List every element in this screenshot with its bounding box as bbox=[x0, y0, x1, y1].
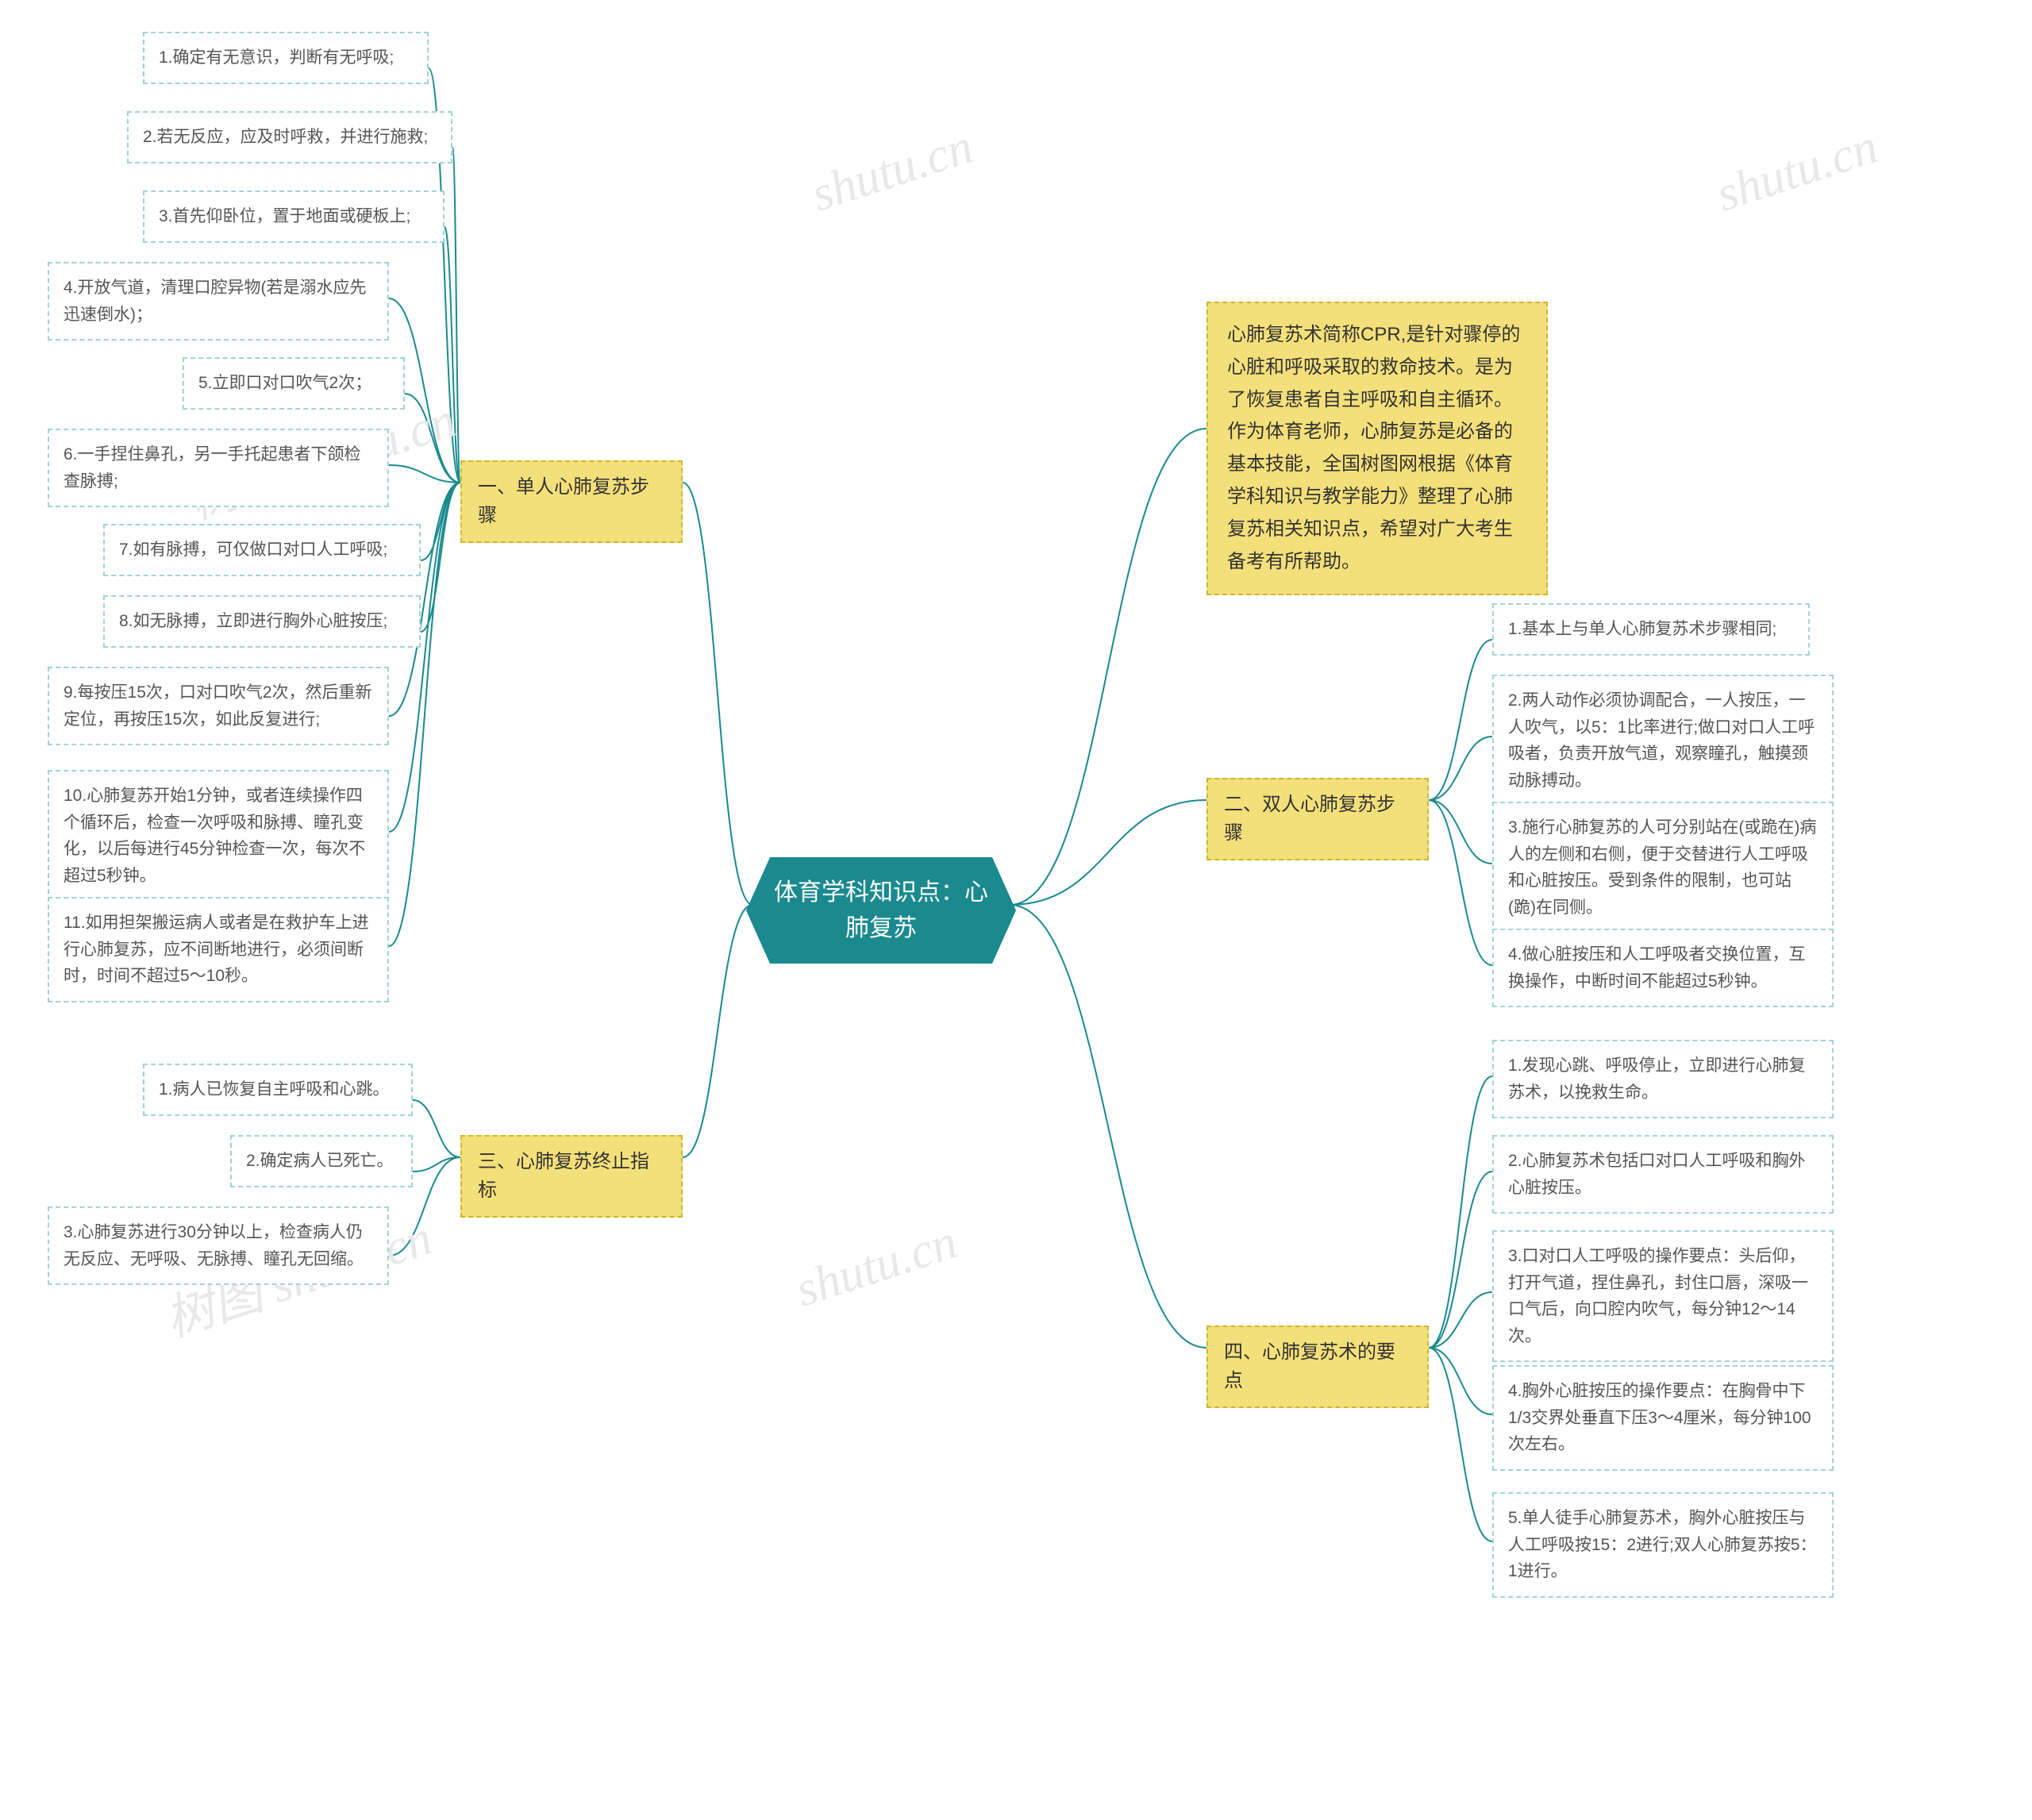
leaf-b2-3: 4.做心脏按压和人工呼吸者交换位置，互换操作，中断时间不能超过5秒钟。 bbox=[1492, 929, 1834, 1007]
branch-b4: 四、心肺复苏术的要点 bbox=[1206, 1326, 1429, 1408]
branch-b3: 三、心肺复苏终止指标 bbox=[460, 1135, 683, 1218]
leaf-b3-1: 2.确定病人已死亡。 bbox=[230, 1135, 413, 1187]
leaf-b4-2: 3.口对口人工呼吸的操作要点：头后仰，打开气道，捏住鼻孔，封住口唇，深吸一口气后… bbox=[1492, 1230, 1834, 1362]
leaf-b1-9: 10.心肺复苏开始1分钟，或者连续操作四个循环后，检查一次呼吸和脉搏、瞳孔变化，… bbox=[48, 770, 389, 902]
leaf-b1-4: 5.立即口对口吹气2次； bbox=[183, 357, 405, 410]
watermark: shutu.cn bbox=[805, 119, 979, 224]
branch-b2: 二、双人心肺复苏步骤 bbox=[1206, 778, 1429, 860]
leaf-b2-0: 1.基本上与单人心肺复苏术步骤相同; bbox=[1492, 603, 1810, 656]
center-node: 体育学科知识点：心肺复苏 bbox=[746, 857, 1016, 964]
leaf-b3-0: 1.病人已恢复自主呼吸和心跳。 bbox=[143, 1064, 413, 1116]
leaf-b1-0: 1.确定有无意识，判断有无呼吸; bbox=[143, 32, 429, 84]
leaf-b1-6: 7.如有脉搏，可仅做口对口人工呼吸; bbox=[103, 524, 421, 576]
watermark: shutu.cn bbox=[1710, 119, 1884, 224]
leaf-b3-2: 3.心肺复苏进行30分钟以上，检查病人仍无反应、无呼吸、无脉搏、瞳孔无回缩。 bbox=[48, 1206, 389, 1285]
leaf-b1-7: 8.如无脉搏，立即进行胸外心脏按压; bbox=[103, 595, 421, 648]
leaf-b1-2: 3.首先仰卧位，置于地面或硬板上; bbox=[143, 190, 444, 243]
leaf-b1-1: 2.若无反应，应及时呼救，并进行施救; bbox=[127, 111, 452, 164]
leaf-b4-3: 4.胸外心脏按压的操作要点：在胸骨中下1/3交界处垂直下压3～4厘米，每分钟10… bbox=[1492, 1365, 1834, 1471]
leaf-b1-8: 9.每按压15次，口对口吹气2次，然后重新定位，再按压15次，如此反复进行; bbox=[48, 667, 389, 745]
leaf-b2-1: 2.两人动作必须协调配合，一人按压，一人吹气，以5：1比率进行;做口对口人工呼吸… bbox=[1492, 675, 1834, 806]
leaf-b4-4: 5.单人徒手心肺复苏术，胸外心脏按压与人工呼吸按15：2进行;双人心肺复苏按5：… bbox=[1492, 1492, 1834, 1598]
leaf-b1-3: 4.开放气道，清理口腔异物(若是溺水应先迅速倒水)； bbox=[48, 262, 389, 341]
leaf-b4-0: 1.发现心跳、呼吸停止，立即进行心肺复苏术，以挽救生命。 bbox=[1492, 1040, 1834, 1118]
leaf-b1-5: 6.一手捏住鼻孔，另一手托起患者下颌检查脉搏; bbox=[48, 429, 389, 507]
intro-node: 心肺复苏术简称CPR,是针对骤停的心脏和呼吸采取的救命技术。是为了恢复患者自主呼… bbox=[1206, 302, 1548, 595]
branch-b1: 一、单人心肺复苏步骤 bbox=[460, 460, 683, 543]
leaf-b2-2: 3.施行心肺复苏的人可分别站在(或跪在)病人的左侧和右侧，便于交替进行人工呼吸和… bbox=[1492, 802, 1834, 933]
leaf-b1-10: 11.如用担架搬运病人或者是在救护车上进行心肺复苏，应不间断地进行，必须间断时，… bbox=[48, 897, 389, 1002]
watermark: shutu.cn bbox=[789, 1214, 964, 1319]
leaf-b4-1: 2.心肺复苏术包括口对口人工呼吸和胸外心脏按压。 bbox=[1492, 1135, 1834, 1214]
